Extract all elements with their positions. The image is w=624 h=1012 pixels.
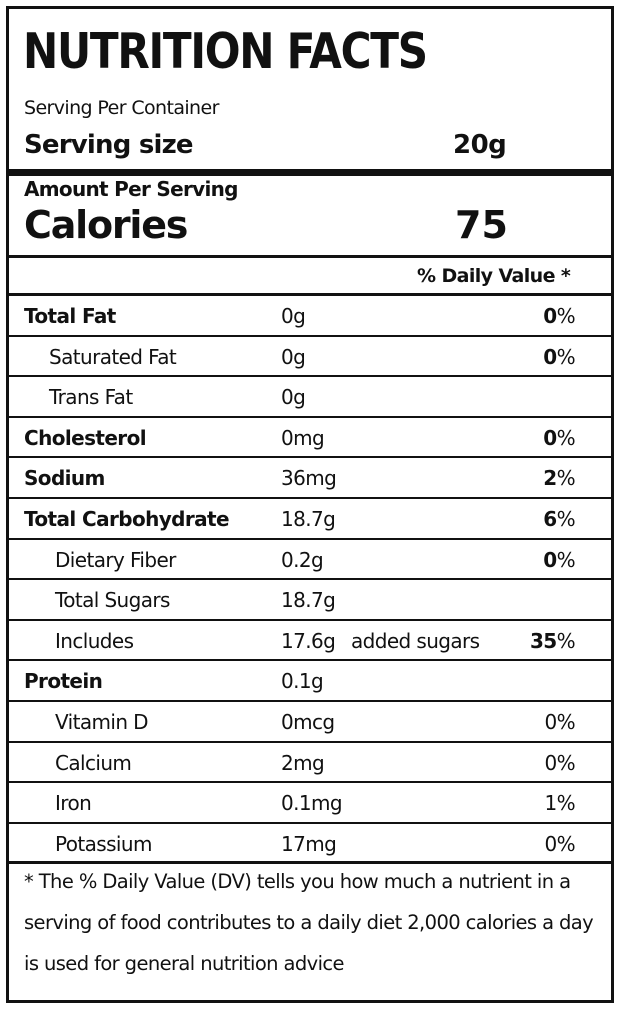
nutrient-row: Potassium 17mg 0% bbox=[9, 824, 611, 865]
serving-size-label: Serving size bbox=[24, 130, 194, 160]
nutrition-label: NUTRITION FACTS Serving Per Container Se… bbox=[6, 6, 614, 1003]
nutrient-row: Iron 0.1mg 1% bbox=[9, 783, 611, 824]
nutrient-daily-value: 0% bbox=[543, 548, 575, 572]
label-title: NUTRITION FACTS bbox=[23, 23, 428, 80]
nutrient-row: Sodium 36mg 2% bbox=[9, 458, 611, 499]
nutrient-name: Vitamin D bbox=[55, 709, 149, 734]
nutrient-amount: 18.7g bbox=[281, 506, 336, 531]
nutrient-row: Protein 0.1g bbox=[9, 661, 611, 702]
nutrient-amount: 0.1mg bbox=[281, 791, 343, 816]
nutrient-name: Cholesterol bbox=[24, 425, 147, 450]
nutrient-row: Calcium 2mg 0% bbox=[9, 743, 611, 784]
nutrient-row: Total Carbohydrate 18.7g 6% bbox=[9, 499, 611, 540]
nutrient-name: Trans Fat bbox=[49, 385, 133, 410]
nutrient-row: Dietary Fiber 0.2g 0% bbox=[9, 540, 611, 581]
dv-number: 2 bbox=[543, 466, 557, 491]
nutrient-row: Cholesterol 0mg 0% bbox=[9, 418, 611, 459]
nutrient-daily-value: 1% bbox=[544, 791, 575, 816]
dv-number: 6 bbox=[543, 506, 557, 531]
dv-percent: % bbox=[556, 547, 576, 572]
nutrient-amount: 0.2g bbox=[281, 547, 324, 572]
nutrient-table: Total Fat 0g 0% Saturated Fat 0g 0% Tran… bbox=[9, 296, 611, 865]
dv-number: 0 bbox=[543, 547, 557, 572]
amount-per-serving: Amount Per Serving bbox=[24, 177, 238, 201]
nutrient-amount: 18.7g bbox=[281, 588, 336, 613]
dv-number: 0 bbox=[543, 425, 557, 450]
nutrient-daily-value: 0% bbox=[544, 750, 575, 775]
calories-value: 75 bbox=[455, 203, 508, 247]
nutrient-amount: 0mg bbox=[281, 425, 325, 450]
nutrient-daily-value: 0% bbox=[544, 709, 575, 734]
nutrient-amount: 0g bbox=[281, 385, 306, 410]
nutrient-amount: 2mg bbox=[281, 750, 325, 775]
nutrient-name: Calcium bbox=[55, 750, 132, 775]
daily-value-header: % Daily Value * bbox=[417, 265, 571, 287]
nutrient-amount: 0g bbox=[281, 344, 306, 369]
dv-number: 0 bbox=[543, 304, 557, 328]
nutrient-amount: 17.6g bbox=[281, 628, 336, 653]
nutrient-daily-value: 0% bbox=[544, 831, 575, 856]
nutrient-name: Iron bbox=[55, 791, 92, 816]
nutrient-daily-value: 0% bbox=[543, 345, 575, 369]
dv-percent: % bbox=[556, 466, 576, 491]
dv-percent: % bbox=[556, 506, 576, 531]
nutrient-amount: 0.1g bbox=[281, 669, 324, 694]
nutrient-name: Potassium bbox=[55, 831, 152, 856]
dv-number: 35 bbox=[529, 628, 557, 653]
nutrient-row: Trans Fat 0g bbox=[9, 377, 611, 418]
nutrient-amount: 0g bbox=[281, 304, 306, 328]
nutrient-name: Dietary Fiber bbox=[55, 547, 176, 572]
daily-value-footnote: * The % Daily Value (DV) tells you how m… bbox=[24, 870, 594, 975]
thick-divider bbox=[9, 169, 611, 176]
nutrient-row: Total Sugars 18.7g bbox=[9, 580, 611, 621]
nutrient-daily-value: 2% bbox=[543, 466, 575, 490]
nutrient-daily-value: 0% bbox=[543, 304, 575, 328]
nutrient-name: Total Sugars bbox=[55, 588, 170, 613]
nutrient-name: Total Carbohydrate bbox=[24, 506, 230, 531]
nutrient-extra: added sugars bbox=[351, 628, 480, 653]
serving-per-container: Serving Per Container bbox=[24, 97, 219, 119]
nutrient-daily-value: 35% bbox=[529, 628, 576, 653]
nutrient-row: Includes 17.6g added sugars 35% bbox=[9, 621, 611, 662]
dv-percent: % bbox=[556, 425, 576, 450]
calories-divider bbox=[9, 255, 611, 258]
nutrient-daily-value: 6% bbox=[543, 507, 575, 531]
nutrient-amount: 17mg bbox=[281, 831, 337, 856]
nutrient-name: Protein bbox=[24, 669, 103, 694]
nutrient-name: Sodium bbox=[24, 466, 105, 491]
nutrient-row: Vitamin D 0mcg 0% bbox=[9, 702, 611, 743]
nutrient-row: Total Fat 0g 0% bbox=[9, 296, 611, 337]
dv-percent: % bbox=[556, 304, 576, 328]
dv-percent: % bbox=[556, 344, 576, 369]
nutrient-row: Saturated Fat 0g 0% bbox=[9, 337, 611, 378]
dv-percent: % bbox=[556, 628, 576, 653]
nutrient-amount: 0mcg bbox=[281, 709, 335, 734]
nutrient-name: Total Fat bbox=[24, 304, 116, 328]
calories-label: Calories bbox=[24, 203, 188, 247]
nutrient-name: Saturated Fat bbox=[49, 344, 177, 369]
header-divider bbox=[9, 293, 611, 296]
nutrient-name: Includes bbox=[55, 628, 134, 653]
nutrient-daily-value: 0% bbox=[543, 426, 575, 450]
dv-number: 0 bbox=[543, 344, 557, 369]
nutrient-amount: 36mg bbox=[281, 466, 337, 491]
serving-size-value: 20g bbox=[453, 130, 507, 160]
